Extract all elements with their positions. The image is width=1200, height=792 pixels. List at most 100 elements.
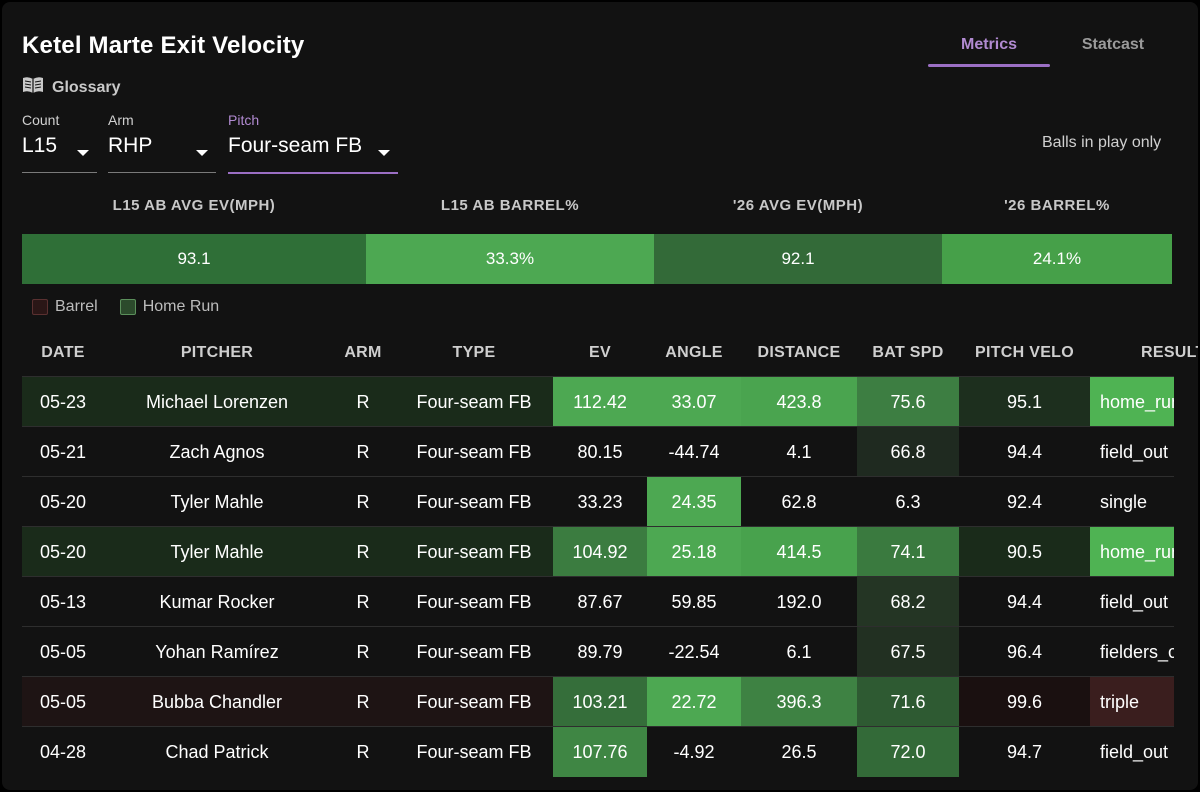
tab-statcast[interactable]: Statcast xyxy=(1081,36,1145,53)
angle-cell: -4.92 xyxy=(673,742,715,762)
result-cell: field_out xyxy=(1100,592,1169,612)
date-cell: 05-05 xyxy=(39,642,87,662)
glossary-link[interactable]: Glossary xyxy=(22,76,120,99)
angle-cell: 24.35 xyxy=(647,477,741,527)
count-select[interactable]: Count L15 xyxy=(22,112,97,173)
bat-spd-cell: 6.3 xyxy=(895,492,921,512)
angle-cell: 22.72 xyxy=(647,677,741,727)
bat-spd-cell: 67.5 xyxy=(857,627,959,677)
arm-cell: R xyxy=(356,692,370,712)
arm-value: RHP xyxy=(108,134,153,157)
tab-metrics[interactable]: Metrics xyxy=(960,36,1018,53)
arm-cell: R xyxy=(356,592,370,612)
type-cell: Four-seam FB xyxy=(416,592,532,612)
table-row[interactable]: 05-20 Tyler Mahle R Four-seam FB 104.92 25.18… xyxy=(22,526,1174,577)
date-cell: 05-13 xyxy=(39,592,87,612)
summary-value-season-barrel: 24.1% xyxy=(942,234,1172,284)
arm-cell: R xyxy=(356,392,370,412)
bat-spd-cell: 68.2 xyxy=(857,577,959,627)
arm-label: Arm xyxy=(108,112,134,128)
date-cell: 05-20 xyxy=(39,542,87,562)
column-header-date[interactable]: DATE xyxy=(41,344,85,361)
bat-spd-cell: 66.8 xyxy=(857,427,959,477)
bat-spd-cell: 75.6 xyxy=(857,377,959,427)
type-cell: Four-seam FB xyxy=(416,442,532,462)
legend-home-run-label: Home Run xyxy=(142,298,220,315)
pitcher-cell: Zach Agnos xyxy=(169,442,265,462)
results-table-body: 05-23 Michael Lorenzen R Four-seam FB 112.42… xyxy=(22,376,1174,790)
arm-cell: R xyxy=(356,442,370,462)
glossary-label: Glossary xyxy=(52,78,121,96)
column-header-bat-spd[interactable]: BAT SPD xyxy=(872,344,944,361)
arm-cell: R xyxy=(356,642,370,662)
angle-cell: -22.54 xyxy=(668,642,720,662)
pitch-select[interactable]: Pitch Four-seam FB xyxy=(228,112,398,174)
table-row[interactable]: 05-23 Michael Lorenzen R Four-seam FB 112.42… xyxy=(22,376,1174,427)
column-header-result[interactable]: RESULT xyxy=(1141,344,1198,361)
legend: Barrel Home Run xyxy=(32,298,219,316)
result-cell: home_run xyxy=(1090,377,1174,427)
distance-cell: 4.1 xyxy=(786,442,812,462)
table-row[interactable]: 05-05 Bubba Chandler R Four-seam FB 103.21 22… xyxy=(22,676,1174,727)
chevron-down-icon xyxy=(378,150,390,156)
distance-cell: 414.5 xyxy=(741,527,857,577)
summary-header-season-barrel: '26 BARREL% xyxy=(1004,197,1110,214)
home-run-swatch xyxy=(119,299,136,315)
type-cell: Four-seam FB xyxy=(416,642,532,662)
table-row[interactable]: 04-28 Chad Patrick R Four-seam FB 107.76 -4.9… xyxy=(22,726,1174,777)
pitcher-cell: Yohan Ramírez xyxy=(155,642,279,662)
distance-cell: 62.8 xyxy=(781,492,817,512)
summary-value-l15-barrel: 33.3% xyxy=(366,234,654,284)
pitch-velo-cell: 92.4 xyxy=(1006,492,1043,512)
result-cell: single xyxy=(1100,492,1148,512)
table-row[interactable]: 05-21 Zach Agnos R Four-seam FB 80.15 -44.74 4… xyxy=(22,426,1174,477)
table-row[interactable]: 05-20 Tyler Mahle R Four-seam FB 33.23 24.35 6… xyxy=(22,476,1174,527)
pitch-velo-cell: 94.4 xyxy=(1006,592,1043,612)
table-row[interactable]: 05-13 Kumar Rocker R Four-seam FB 87.67 59.85… xyxy=(22,576,1174,627)
count-value: L15 xyxy=(22,134,58,157)
type-cell: Four-seam FB xyxy=(416,692,532,712)
result-cell: home_run xyxy=(1090,527,1174,577)
summary-header-l15-avg-ev: L15 AB AVG EV(MPH) xyxy=(112,197,276,214)
pitch-velo-cell: 94.4 xyxy=(1006,442,1043,462)
angle-cell: 25.18 xyxy=(647,527,741,577)
column-header-distance[interactable]: DISTANCE xyxy=(757,344,841,361)
date-cell: 05-23 xyxy=(39,392,87,412)
pitcher-cell: Bubba Chandler xyxy=(151,692,283,712)
column-header-type[interactable]: TYPE xyxy=(452,344,496,361)
ev-cell: 104.92 xyxy=(553,527,647,577)
ev-cell: 80.15 xyxy=(577,442,623,462)
arm-select[interactable]: Arm RHP xyxy=(108,112,216,173)
column-header-arm[interactable]: ARM xyxy=(344,344,382,361)
pitch-velo-cell: 96.4 xyxy=(1006,642,1043,662)
arm-cell: R xyxy=(356,492,370,512)
date-cell: 05-20 xyxy=(39,492,87,512)
ev-cell: 107.76 xyxy=(553,727,647,777)
date-cell: 04-28 xyxy=(39,742,87,762)
summary-value-l15-avg-ev: 93.1 xyxy=(22,234,366,284)
distance-cell: 423.8 xyxy=(741,377,857,427)
column-header-angle[interactable]: ANGLE xyxy=(665,344,723,361)
result-cell: fielders_choice xyxy=(1100,642,1174,662)
date-cell: 05-05 xyxy=(39,692,87,712)
arm-cell: R xyxy=(356,742,370,762)
type-cell: Four-seam FB xyxy=(416,492,532,512)
table-row[interactable]: 05-05 Yohan Ramírez R Four-seam FB 89.79 -22.… xyxy=(22,626,1174,677)
arm-cell: R xyxy=(356,542,370,562)
bat-spd-cell: 74.1 xyxy=(857,527,959,577)
ev-cell: 103.21 xyxy=(553,677,647,727)
barrel-swatch xyxy=(32,299,48,315)
bat-spd-cell: 72.0 xyxy=(857,727,959,777)
column-header-pitcher[interactable]: PITCHER xyxy=(180,344,254,361)
result-cell: field_out xyxy=(1100,442,1169,462)
type-cell: Four-seam FB xyxy=(416,542,532,562)
pitcher-cell: Michael Lorenzen xyxy=(145,392,289,412)
count-label: Count xyxy=(22,112,60,128)
distance-cell: 26.5 xyxy=(781,742,817,762)
ev-cell: 87.67 xyxy=(577,592,623,612)
column-header-ev[interactable]: EV xyxy=(589,344,611,361)
column-header-pitch-velo[interactable]: PITCH VELO xyxy=(974,344,1074,361)
pitch-velo-cell: 90.5 xyxy=(1006,542,1043,562)
balls-in-play-note: Balls in play only xyxy=(1042,134,1162,151)
pitch-label: Pitch xyxy=(228,112,260,128)
